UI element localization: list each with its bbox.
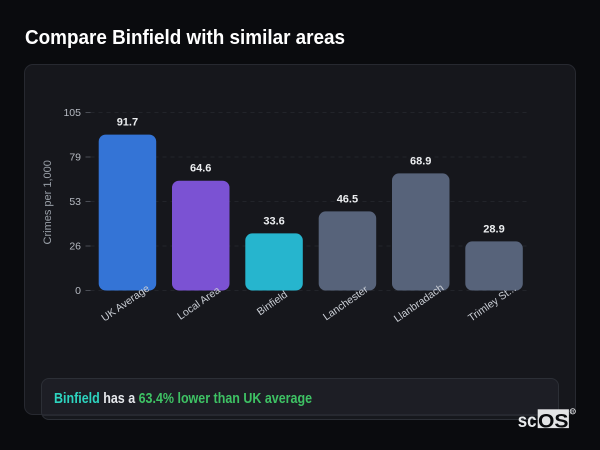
svg-text:53: 53 — [69, 196, 81, 208]
svg-text:0: 0 — [75, 285, 81, 297]
svg-text:105: 105 — [63, 107, 81, 119]
svg-text:R: R — [571, 409, 575, 414]
svg-text:46.5: 46.5 — [337, 193, 358, 205]
svg-text:28.9: 28.9 — [483, 223, 504, 235]
svg-text:Crimes per 1,000: Crimes per 1,000 — [42, 160, 54, 244]
svg-text:33.6: 33.6 — [263, 215, 284, 227]
svg-text:OS: OS — [538, 411, 569, 432]
svg-text:26: 26 — [69, 241, 81, 253]
svg-text:68.9: 68.9 — [410, 155, 431, 167]
svg-text:Binfield: Binfield — [255, 289, 290, 319]
svg-text:79: 79 — [69, 152, 81, 164]
svg-text:91.7: 91.7 — [117, 117, 138, 129]
svg-text:sc: sc — [518, 411, 537, 432]
svg-text:64.6: 64.6 — [190, 163, 211, 175]
